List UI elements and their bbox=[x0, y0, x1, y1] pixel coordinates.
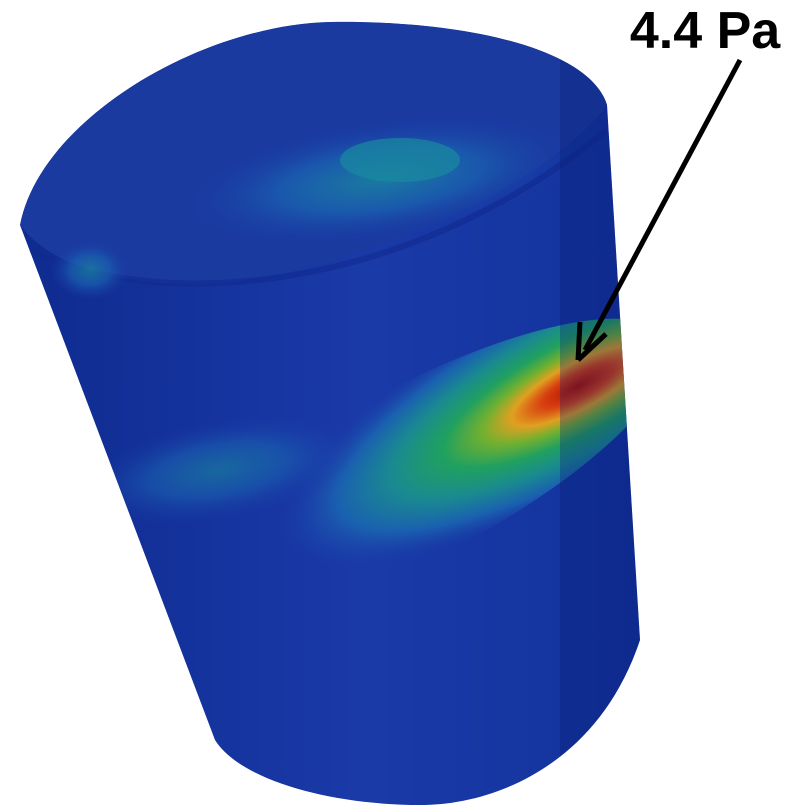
annotation-label: 4.4 Pa bbox=[630, 2, 781, 60]
contour-render: 4.4 Pa bbox=[0, 0, 807, 812]
page: 4.4 Pa (() => { const data = JSON.parse(… bbox=[0, 0, 807, 812]
cylinder bbox=[0, 0, 807, 812]
